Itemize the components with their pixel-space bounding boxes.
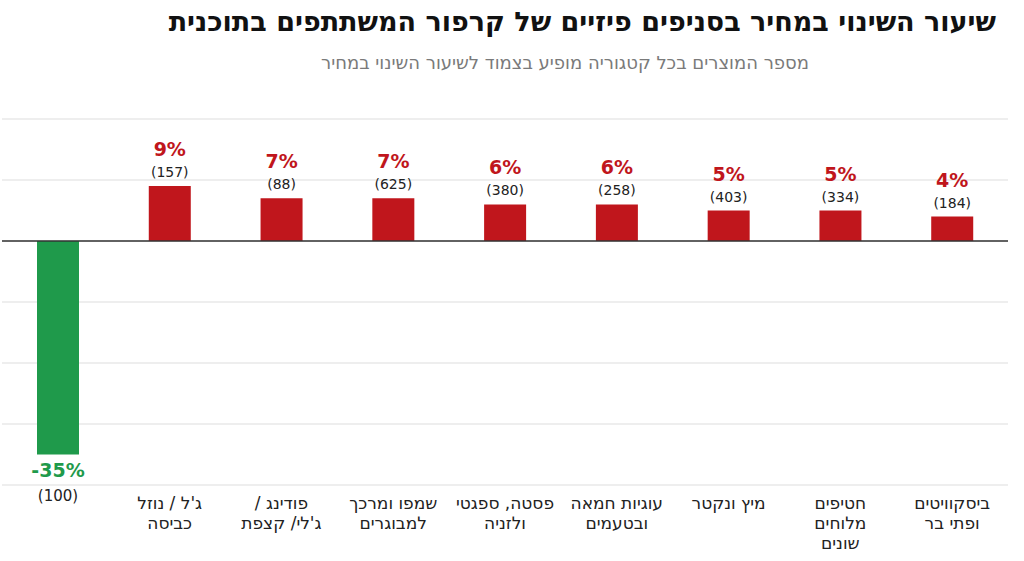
svg-text:(380): (380) xyxy=(486,182,524,198)
svg-text:9%: 9% xyxy=(154,138,186,160)
svg-text:4%: 4% xyxy=(936,169,968,191)
svg-text:(258): (258) xyxy=(598,182,636,198)
svg-text:חטיפיםמלוחיםשונים: חטיפיםמלוחיםשונים xyxy=(814,493,866,553)
svg-text:(157): (157) xyxy=(151,164,189,180)
svg-text:6%: 6% xyxy=(489,156,521,178)
svg-text:ג'ל / נוזלכביסה: ג'ל / נוזלכביסה xyxy=(137,493,202,533)
svg-text:פסטה, ספגטיולזניה: פסטה, ספגטיולזניה xyxy=(456,493,554,533)
svg-text:שמפו ומרכךלמבוגרים: שמפו ומרכךלמבוגרים xyxy=(349,493,437,533)
svg-text:מיץ ונקטר: מיץ ונקטר xyxy=(692,493,766,513)
svg-text:5%: 5% xyxy=(713,163,745,185)
svg-text:עוגיות חמאהובטעמים: עוגיות חמאהובטעמים xyxy=(571,493,663,533)
svg-text:7%: 7% xyxy=(265,150,297,172)
svg-text:(184): (184) xyxy=(933,195,971,211)
svg-text:-35%: -35% xyxy=(31,459,84,481)
svg-text:(625): (625) xyxy=(375,176,413,192)
svg-text:(334): (334) xyxy=(822,189,860,205)
svg-text:6%: 6% xyxy=(601,156,633,178)
svg-text:(403): (403) xyxy=(710,189,748,205)
svg-text:ביסקוויטיםופתי בר: ביסקוויטיםופתי בר xyxy=(914,493,990,533)
svg-text:5%: 5% xyxy=(824,163,856,185)
html-text:מספר המוצרים בכל קטגוריה מופיע: מספר המוצרים בכל קטגוריה מופיע בצמוד לשי… xyxy=(321,52,809,73)
html-text:שיעור השינוי במחיר בסניפים פיז: שיעור השינוי במחיר בסניפים פיזיים של קרפ… xyxy=(168,6,996,37)
svg-text:פודינג /ג'לי/ קצפת: פודינג /ג'לי/ קצפת xyxy=(241,493,321,533)
svg-text:7%: 7% xyxy=(377,150,409,172)
svg-text:(100): (100) xyxy=(38,487,78,505)
svg-text:(88): (88) xyxy=(267,176,296,192)
